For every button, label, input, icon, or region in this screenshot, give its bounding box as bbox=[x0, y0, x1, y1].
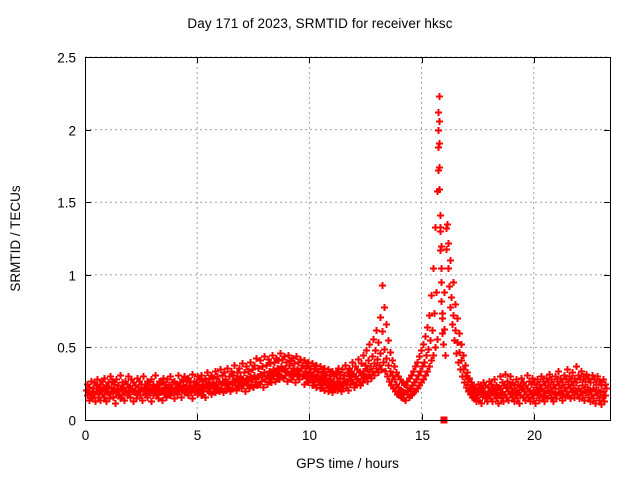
series-SRMTID bbox=[83, 93, 610, 408]
grid-lines bbox=[85, 56, 610, 420]
chart-title: Day 171 of 2023, SRMTID for receiver hks… bbox=[187, 16, 453, 31]
axis-frame bbox=[84, 56, 612, 422]
x-tick-label: 15 bbox=[415, 428, 430, 443]
x-tick-label: 0 bbox=[82, 428, 90, 443]
x-tick-label: 5 bbox=[194, 428, 202, 443]
y-tick-label: 0 bbox=[68, 414, 76, 429]
x-tick-label: 20 bbox=[527, 428, 542, 443]
axis-ticks: 0 0.5 1 1.5 2 2.5 0 5 10 15 20 bbox=[57, 51, 610, 443]
y-tick-label: 1.5 bbox=[57, 196, 76, 211]
x-axis-title: GPS time / hours bbox=[296, 456, 399, 471]
data-points bbox=[83, 93, 610, 424]
y-tick-label: 0.5 bbox=[57, 341, 76, 356]
y-tick-label: 2 bbox=[68, 124, 76, 139]
y-tick-label: 2.5 bbox=[57, 51, 76, 66]
y-tick-label: 1 bbox=[68, 269, 76, 284]
x-tick-label: 10 bbox=[302, 428, 317, 443]
y-axis-title: SRMTID / TECUs bbox=[8, 185, 23, 292]
